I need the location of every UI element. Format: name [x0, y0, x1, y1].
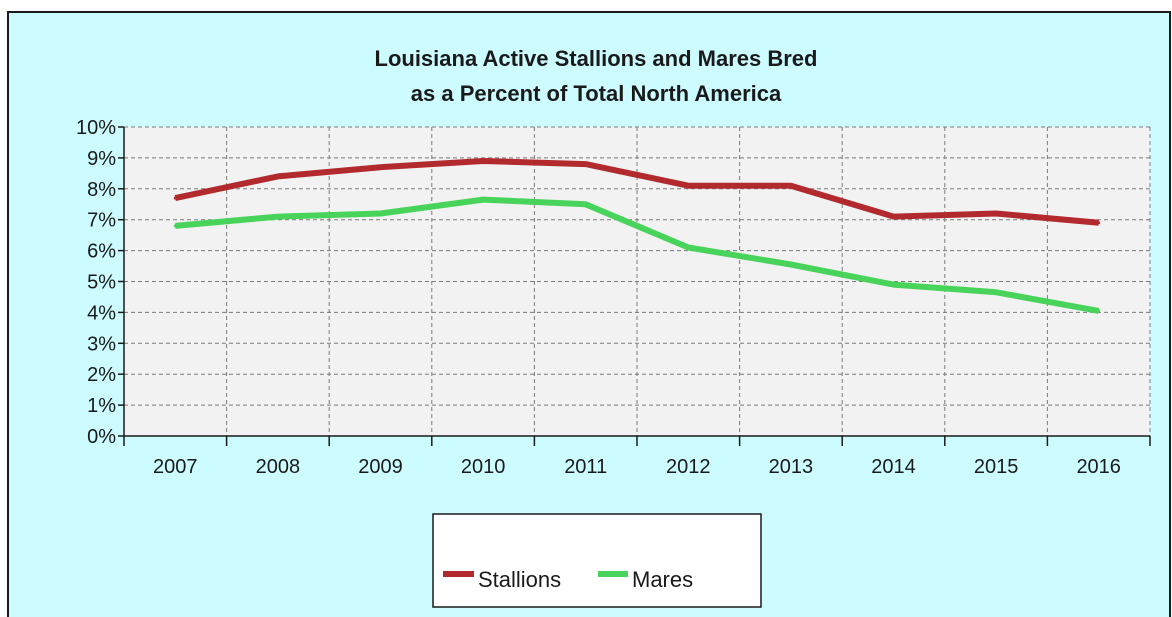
data-point-mares	[789, 263, 793, 267]
x-tick-label: 2013	[769, 456, 814, 478]
chart-title-line-2: as a Percent of Total North America	[411, 81, 782, 106]
x-tick-label: 2016	[1076, 456, 1121, 478]
data-point-mares	[173, 224, 177, 228]
chart-title-line-1: Louisiana Active Stallions and Mares Bre…	[375, 46, 818, 71]
y-tick-label: 0%	[87, 426, 116, 448]
data-point-mares	[994, 290, 998, 294]
data-point-stallions	[173, 196, 177, 200]
y-tick-label: 8%	[87, 179, 116, 201]
data-point-mares	[584, 202, 588, 206]
data-point-stallions	[892, 215, 895, 219]
y-tick-label: 4%	[87, 302, 116, 324]
data-point-stallions	[686, 184, 690, 188]
x-tick-label: 2009	[358, 456, 403, 478]
y-tick-label: 3%	[87, 333, 116, 355]
x-tick-label: 2014	[871, 456, 916, 478]
data-point-stallions	[379, 165, 382, 169]
series-line-mares	[175, 196, 1100, 314]
y-tick-label: 6%	[87, 241, 116, 263]
data-point-stallions	[276, 174, 280, 178]
data-point-mares	[1097, 309, 1101, 313]
y-tick-label: 9%	[87, 148, 116, 170]
x-tick-label: 2008	[256, 456, 301, 478]
x-tick-label: 2015	[974, 456, 1019, 478]
data-point-stallions	[481, 159, 485, 163]
data-point-stallions	[789, 184, 793, 188]
data-point-mares	[481, 198, 485, 202]
legend-label-mares: Mares	[632, 567, 693, 592]
data-point-stallions	[1097, 221, 1101, 225]
y-tick-label: 5%	[87, 272, 116, 294]
legend-box	[432, 513, 762, 608]
legend-label-stallions: Stallions	[478, 567, 561, 592]
x-tick-label: 2007	[153, 456, 198, 478]
data-point-mares	[276, 215, 280, 219]
data-point-mares	[379, 212, 382, 216]
y-tick-label: 1%	[87, 395, 116, 417]
y-tick-label: 2%	[87, 364, 116, 386]
x-tick-label: 2010	[461, 456, 506, 478]
data-point-stallions	[994, 212, 998, 216]
y-tick-label: 10%	[76, 117, 116, 139]
legend: Stallions Mares	[432, 513, 762, 608]
x-tick-label: 2012	[666, 456, 711, 478]
axes: 0% 1% 2% 3% 4% 5% 6% 7% 8% 9% 10% 2007 2008 2009 2010 2…	[76, 117, 1151, 478]
data-point-mares	[686, 246, 690, 250]
series-line-stallions	[174, 158, 1099, 226]
x-tick-label: 2011	[564, 456, 607, 478]
data-point-mares	[892, 283, 895, 287]
grid-lines	[124, 126, 1151, 436]
data-point-stallions	[584, 162, 588, 166]
y-tick-label: 7%	[87, 210, 116, 232]
series-lines	[173, 158, 1101, 314]
